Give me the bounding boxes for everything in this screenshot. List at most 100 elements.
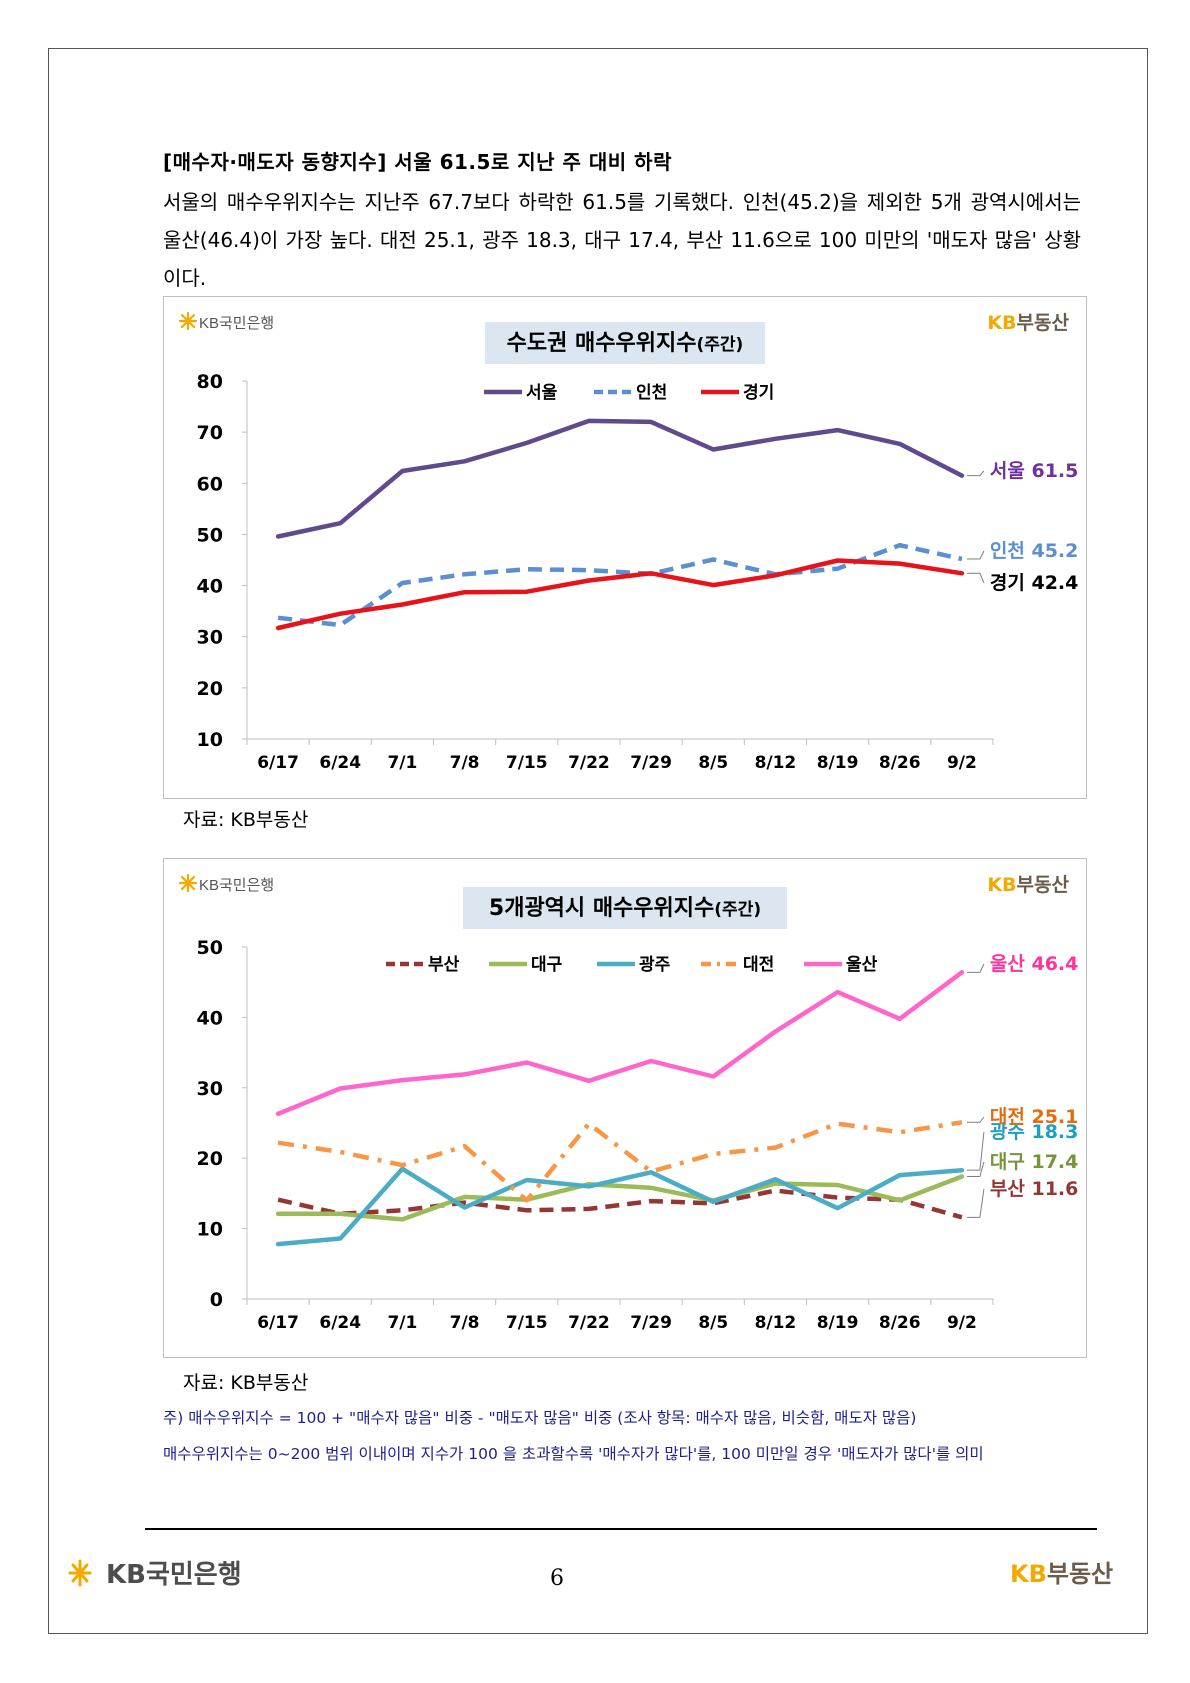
chart-kb-text: KB bbox=[987, 874, 1016, 896]
chart-bank-logo: KB국민은행 bbox=[178, 873, 274, 894]
series-line-서울 bbox=[275, 418, 965, 539]
x-tick-label: 8/26 bbox=[879, 753, 921, 773]
note-formula: 주) 매수우위지수 = 100 + "매수자 많음" 비중 - "매도자 많음"… bbox=[163, 1409, 917, 1427]
x-tick-label: 7/29 bbox=[630, 753, 672, 773]
y-tick-label: 30 bbox=[197, 1078, 223, 1100]
y-tick-label: 50 bbox=[197, 937, 223, 959]
y-tick-label: 80 bbox=[197, 371, 223, 393]
legend-label-인천: 인천 bbox=[636, 383, 667, 403]
x-tick-label: 8/12 bbox=[755, 753, 797, 773]
end-label-leader bbox=[966, 963, 985, 973]
x-tick-label: 6/24 bbox=[319, 753, 361, 773]
page-frame bbox=[48, 48, 1148, 1634]
chart-title: 5개광역시 매수우위지수(주간) bbox=[489, 896, 761, 921]
end-label-대구: 대구 17.4 bbox=[990, 1151, 1078, 1173]
y-tick-label: 40 bbox=[197, 576, 223, 598]
chart-bank-name: KB국민은행 bbox=[199, 877, 274, 894]
chart-kb-realestate-logo: KB부동산 bbox=[987, 874, 1069, 896]
chart-title: 수도권 매수우위지수(주간) bbox=[507, 331, 744, 356]
chart-title-group: 5개광역시 매수우위지수(주간) bbox=[463, 887, 787, 929]
series-line-울산 bbox=[275, 970, 965, 1117]
x-tick-label: 7/15 bbox=[506, 1313, 548, 1333]
x-tick-label: 7/8 bbox=[450, 753, 480, 773]
chart-title-suffix: (주간) bbox=[714, 900, 761, 920]
chart-metro-cities: KB국민은행 KB부동산 5개광역시 매수우위지수(주간) 0 10 20 30 40 50 6/… bbox=[163, 858, 1087, 1358]
footer-divider bbox=[145, 1528, 1097, 1530]
y-tick-label: 70 bbox=[197, 422, 223, 444]
chart-metro-cities-svg: KB국민은행 KB부동산 5개광역시 매수우위지수(주간) 0 10 20 30 40 50 6/… bbox=[178, 873, 1078, 1333]
end-label-leader bbox=[966, 550, 985, 560]
chart2-source: 자료: KB부동산 bbox=[183, 1372, 309, 1394]
y-tick-label: 10 bbox=[197, 729, 223, 751]
x-tick-label: 7/22 bbox=[568, 1313, 610, 1333]
end-label-leader bbox=[966, 1131, 985, 1171]
series-line-경기 bbox=[275, 558, 965, 631]
y-tick-label: 20 bbox=[197, 678, 223, 700]
y-tick-label: 0 bbox=[210, 1289, 223, 1311]
x-tick-label: 7/1 bbox=[387, 753, 417, 773]
x-tick-label: 7/15 bbox=[506, 753, 548, 773]
kb-star-stroke bbox=[180, 875, 196, 891]
x-tick-label: 7/29 bbox=[630, 1313, 672, 1333]
x-tick-label: 8/19 bbox=[817, 753, 859, 773]
footer-bank-logo: KB국민은행 bbox=[68, 1554, 242, 1591]
x-tick-label: 7/8 bbox=[450, 1313, 480, 1333]
x-tick-label: 6/17 bbox=[257, 753, 299, 773]
end-label-경기: 경기 42.4 bbox=[990, 572, 1078, 594]
chart-title-main: 5개광역시 매수우위지수 bbox=[489, 896, 714, 921]
kb-star-icon bbox=[68, 1559, 92, 1586]
y-tick-label: 20 bbox=[197, 1148, 223, 1170]
legend-label-울산: 울산 bbox=[846, 955, 878, 975]
chart-realestate-text: 부동산 bbox=[1017, 874, 1070, 896]
x-tick-label: 7/22 bbox=[568, 753, 610, 773]
chart-bank-logo: KB국민은행 bbox=[178, 311, 274, 332]
series-line-대구 bbox=[275, 1174, 965, 1222]
x-tick-label: 8/19 bbox=[817, 1313, 859, 1333]
y-tick-label: 30 bbox=[197, 627, 223, 649]
chart-kb-text: KB bbox=[987, 312, 1016, 334]
end-label-leader bbox=[966, 1161, 985, 1178]
footer-kb-text: KB bbox=[1010, 1560, 1047, 1588]
page-number: 6 bbox=[550, 1566, 564, 1591]
legend-label-경기: 경기 bbox=[743, 383, 774, 403]
legend-label-대전: 대전 bbox=[743, 955, 774, 975]
kb-star-icon bbox=[178, 311, 198, 331]
section-heading: [매수자·매도자 동향지수] 서울 61.5로 지난 주 대비 하락 bbox=[163, 150, 672, 174]
x-tick-label: 9/2 bbox=[947, 753, 977, 773]
legend-label-서울: 서울 bbox=[526, 383, 558, 403]
end-label-인천: 인천 45.2 bbox=[990, 540, 1078, 562]
kb-star-icon bbox=[178, 873, 198, 893]
end-label-leader bbox=[966, 1188, 985, 1218]
chart-title-background bbox=[485, 322, 765, 364]
legend-label-부산: 부산 bbox=[428, 955, 460, 975]
kb-star-stroke bbox=[180, 313, 196, 329]
chart-title-main: 수도권 매수우위지수 bbox=[507, 331, 697, 356]
chart-kb-realestate-logo: KB부동산 bbox=[987, 312, 1069, 334]
chart1-source: 자료: KB부동산 bbox=[183, 809, 309, 831]
x-tick-label: 8/26 bbox=[879, 1313, 921, 1333]
chart-realestate-text: 부동산 bbox=[1017, 312, 1070, 334]
y-tick-label: 50 bbox=[197, 524, 223, 546]
x-tick-label: 9/2 bbox=[947, 1313, 977, 1333]
x-tick-label: 8/5 bbox=[698, 753, 728, 773]
end-label-서울: 서울 61.5 bbox=[990, 460, 1078, 482]
end-label-대전: 대전 25.1 bbox=[990, 1106, 1078, 1128]
series-line-광주 bbox=[275, 1166, 965, 1247]
chart-bank-name: KB국민은행 bbox=[199, 315, 274, 332]
footer-realestate-text: 부동산 bbox=[1046, 1560, 1114, 1588]
end-label-부산: 부산 11.6 bbox=[990, 1178, 1078, 1200]
chart-title-background bbox=[463, 887, 787, 929]
footer-bank-name: KB국민은행 bbox=[106, 1560, 242, 1590]
y-tick-label: 10 bbox=[197, 1219, 223, 1241]
series-line-인천 bbox=[277, 542, 963, 628]
chart-title-suffix: (주간) bbox=[697, 335, 744, 355]
note-range: 매수우위지수는 0~200 범위 이내이며 지수가 100 을 초과할수록 '매… bbox=[163, 1445, 984, 1463]
end-label-leader bbox=[966, 572, 985, 584]
y-tick-label: 60 bbox=[197, 473, 223, 495]
y-tick-label: 40 bbox=[197, 1007, 223, 1029]
x-tick-label: 8/12 bbox=[755, 1313, 797, 1333]
series-line-대전 bbox=[277, 1120, 963, 1203]
chart-title-group: 수도권 매수우위지수(주간) bbox=[485, 322, 765, 364]
